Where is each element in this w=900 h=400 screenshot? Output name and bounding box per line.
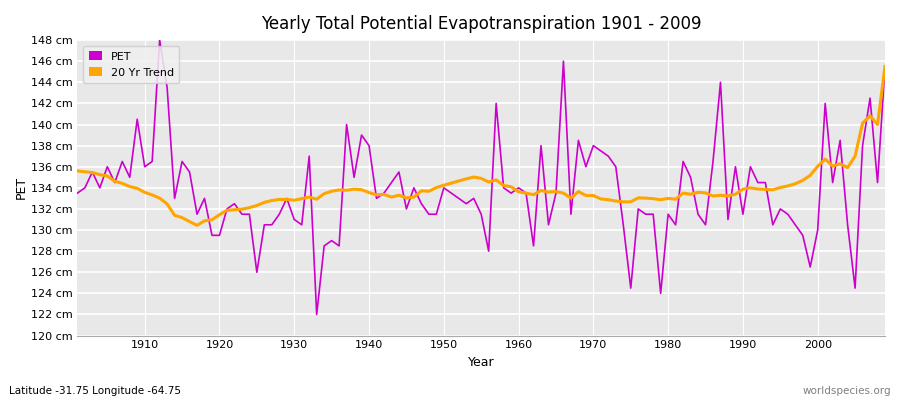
20 Yr Trend [131,186,142,191]
20 Yr Trend [513,190,524,194]
20 Yr Trend [192,223,202,228]
Text: worldspecies.org: worldspecies.org [803,386,891,396]
20 Yr Trend [610,199,621,204]
Line: PET: PET [77,40,885,314]
PET [618,222,629,227]
20 Yr Trend [72,168,83,173]
PET [356,133,367,138]
PET [131,117,142,122]
20 Yr Trend [348,187,359,192]
20 Yr Trend [879,64,890,69]
PET [311,312,322,317]
Text: Latitude -31.75 Longitude -64.75: Latitude -31.75 Longitude -64.75 [9,386,181,396]
Legend: PET, 20 Yr Trend: PET, 20 Yr Trend [83,46,179,83]
20 Yr Trend [304,195,315,200]
Title: Yearly Total Potential Evapotranspiration 1901 - 2009: Yearly Total Potential Evapotranspiratio… [261,15,701,33]
Line: 20 Yr Trend: 20 Yr Trend [77,66,885,225]
X-axis label: Year: Year [468,356,494,369]
PET [521,191,532,196]
PET [154,38,165,42]
PET [528,244,539,248]
Y-axis label: PET: PET [15,176,28,200]
20 Yr Trend [521,191,532,196]
PET [72,191,83,196]
PET [879,64,890,69]
PET [304,154,315,158]
